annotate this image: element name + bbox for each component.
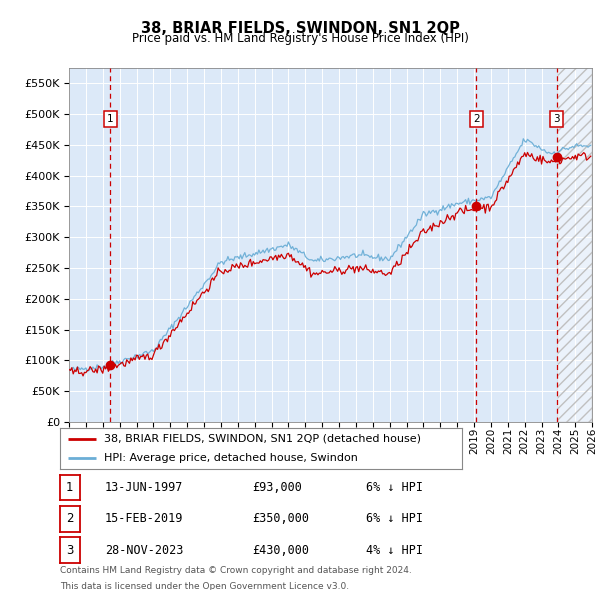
Text: This data is licensed under the Open Government Licence v3.0.: This data is licensed under the Open Gov… bbox=[60, 582, 349, 590]
Text: £350,000: £350,000 bbox=[252, 512, 309, 526]
Text: 1: 1 bbox=[66, 481, 74, 494]
Text: 1: 1 bbox=[107, 114, 113, 124]
Text: £93,000: £93,000 bbox=[252, 481, 302, 494]
Text: 15-FEB-2019: 15-FEB-2019 bbox=[105, 512, 184, 526]
Text: 28-NOV-2023: 28-NOV-2023 bbox=[105, 543, 184, 557]
Text: 2: 2 bbox=[473, 114, 479, 124]
Text: Contains HM Land Registry data © Crown copyright and database right 2024.: Contains HM Land Registry data © Crown c… bbox=[60, 566, 412, 575]
Text: 2: 2 bbox=[66, 512, 74, 526]
Bar bbox=[559, 68, 592, 422]
Text: 4% ↓ HPI: 4% ↓ HPI bbox=[366, 543, 423, 557]
Bar bbox=[559, 68, 592, 422]
Text: HPI: Average price, detached house, Swindon: HPI: Average price, detached house, Swin… bbox=[104, 453, 358, 463]
Text: 38, BRIAR FIELDS, SWINDON, SN1 2QP: 38, BRIAR FIELDS, SWINDON, SN1 2QP bbox=[140, 21, 460, 35]
Text: Price paid vs. HM Land Registry's House Price Index (HPI): Price paid vs. HM Land Registry's House … bbox=[131, 32, 469, 45]
Text: 13-JUN-1997: 13-JUN-1997 bbox=[105, 481, 184, 494]
Text: 3: 3 bbox=[66, 543, 74, 557]
Text: 3: 3 bbox=[553, 114, 560, 124]
Text: 6% ↓ HPI: 6% ↓ HPI bbox=[366, 512, 423, 526]
Text: 38, BRIAR FIELDS, SWINDON, SN1 2QP (detached house): 38, BRIAR FIELDS, SWINDON, SN1 2QP (deta… bbox=[104, 434, 421, 444]
Text: 6% ↓ HPI: 6% ↓ HPI bbox=[366, 481, 423, 494]
Text: £430,000: £430,000 bbox=[252, 543, 309, 557]
